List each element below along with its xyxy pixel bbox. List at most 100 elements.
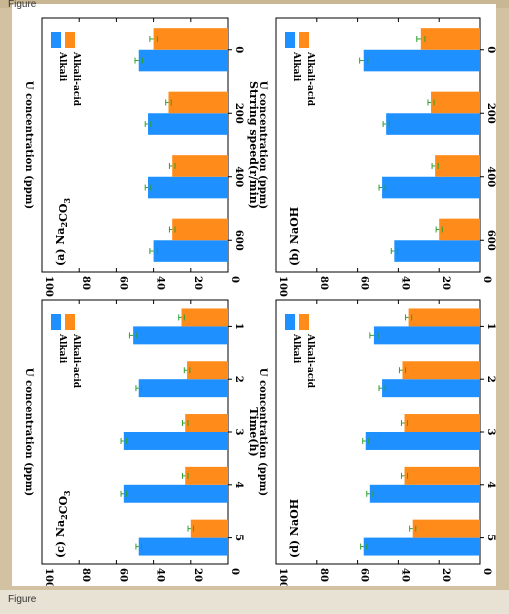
panel-label: (a) Na2CO3: [54, 198, 72, 266]
figure-label-top: Figure: [8, 0, 37, 10]
legend-label: Alkali: [291, 333, 301, 364]
legend-swatch-alkali: [285, 32, 295, 48]
value-tick-label: 100: [277, 276, 288, 297]
value-tick-label: 20: [192, 276, 203, 290]
bar-alkali: [386, 113, 480, 135]
bar-alkali-acid: [439, 218, 480, 241]
bar-alkali-acid: [408, 308, 480, 327]
value-axis-title: U concentration (ppm): [257, 368, 268, 496]
value-tick-label: 40: [399, 568, 410, 582]
bar-alkali: [382, 176, 480, 199]
value-tick-label: 0: [481, 568, 492, 575]
value-tick-label: 60: [359, 568, 370, 582]
panel-label-subscript: 3: [62, 490, 72, 496]
category-tick-label: 2: [233, 376, 244, 383]
value-tick-label: 20: [440, 568, 451, 582]
category-tick-label: 4: [233, 481, 244, 488]
panel-label: (d) NaOH: [288, 499, 301, 558]
panel-label-subscript: 2: [59, 222, 69, 228]
bar-alkali: [138, 537, 228, 556]
value-tick-label: 0: [229, 568, 240, 575]
panel-label-text: CO: [57, 496, 70, 515]
panel-label-text: (d) NaOH: [288, 499, 301, 558]
legend-swatch-alkali: [51, 32, 61, 48]
legend-label: Alkali-acid: [71, 51, 81, 107]
bar-alkali-acid: [187, 361, 228, 380]
value-tick-label: 80: [318, 276, 329, 290]
value-axis-title: U concentration (ppm): [23, 81, 34, 209]
category-tick-label: 400: [233, 166, 244, 187]
bar-alkali: [138, 379, 228, 398]
category-tick-label: 5: [485, 534, 496, 541]
plot-frame: [275, 17, 481, 273]
chart-panel-b: 0 20 40 60 80 100 U concentration (ppm) 0 200 400…: [257, 17, 509, 297]
bar-alkali-acid: [435, 155, 480, 177]
bar-alkali: [369, 484, 480, 503]
bar-alkali-acid: [185, 466, 228, 485]
bottom-strip: [0, 590, 509, 614]
value-tick-label: 40: [155, 276, 166, 290]
value-tick-label: 80: [318, 568, 329, 582]
category-tick-label: 2: [485, 376, 496, 383]
legend-label: Alkali: [291, 51, 301, 82]
value-tick-label: 100: [43, 276, 54, 297]
panel-label-text: CO: [57, 203, 70, 222]
legend-swatch-alkali-acid: [299, 314, 309, 330]
value-tick-label: 40: [155, 568, 166, 582]
category-axis-title: Time(h): [247, 407, 260, 456]
bar-alkali: [363, 49, 480, 72]
legend-label: Alkali: [57, 333, 67, 364]
bar-alkali-acid: [412, 519, 480, 538]
value-tick-label: 20: [192, 568, 203, 582]
category-tick-label: 1: [233, 323, 244, 330]
legend-label: Alkali-acid: [305, 51, 315, 107]
bar-alkali: [133, 326, 228, 345]
chart-panel-c: 0 20 40 60 80 100 U concentration (ppm) 1 2 3 4 5 Ti…: [23, 299, 260, 589]
bar-alkali: [148, 176, 228, 199]
bar-alkali-acid: [181, 308, 228, 327]
category-tick-label: 5: [233, 534, 244, 541]
bar-alkali-acid: [420, 28, 480, 50]
value-tick-label: 0: [481, 276, 492, 283]
value-tick-label: 100: [277, 568, 288, 586]
category-tick-label: 400: [485, 166, 496, 187]
value-tick-label: 80: [80, 276, 91, 290]
bar-alkali: [138, 49, 228, 72]
category-tick-label: 3: [233, 429, 244, 436]
value-tick-label: 80: [80, 568, 91, 582]
legend-swatch-alkali-acid: [299, 32, 309, 48]
legend-swatch-alkali-acid: [65, 32, 75, 48]
chart-panel-a: 0 20 40 60 80 100 U concentration (ppm) 0 200 400…: [23, 17, 260, 297]
figure-label-bottom: Figure: [8, 594, 37, 605]
category-axis-title: Strring speed(r/min): [247, 81, 260, 209]
bar-alkali-acid: [190, 519, 228, 538]
panel-label-subscript: 2: [59, 514, 69, 520]
bar-alkali-acid: [185, 414, 228, 432]
bar-alkali-acid: [404, 414, 480, 432]
plot-frame: [41, 17, 229, 273]
panel-label: (c) Na2CO3: [54, 490, 72, 558]
category-tick-label: 3: [485, 429, 496, 436]
value-tick-label: 40: [399, 276, 410, 290]
bar-alkali-acid: [431, 91, 480, 114]
value-tick-label: 60: [359, 276, 370, 290]
panel-label-text: (b) NaOH: [288, 207, 301, 266]
legend-swatch-alkali: [51, 314, 61, 330]
value-tick-label: 20: [440, 276, 451, 290]
panel-label: (b) NaOH: [288, 207, 301, 266]
bar-alkali: [382, 379, 480, 398]
category-tick-label: 4: [485, 481, 496, 488]
category-tick-label: 600: [485, 230, 496, 251]
bar-alkali: [153, 240, 228, 262]
bar-alkali-acid: [172, 155, 228, 177]
bar-alkali: [123, 432, 228, 450]
value-tick-label: 60: [117, 276, 128, 290]
bar-alkali: [394, 240, 480, 262]
value-tick-label: 60: [117, 568, 128, 582]
category-tick-label: 200: [233, 103, 244, 124]
value-tick-label: 0: [229, 276, 240, 283]
bar-alkali-acid: [404, 466, 480, 485]
bar-alkali: [373, 326, 480, 345]
